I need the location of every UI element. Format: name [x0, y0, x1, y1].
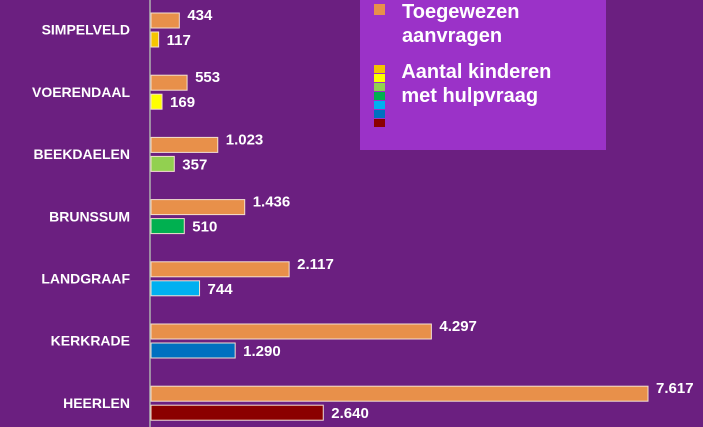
value-label: 2.117: [297, 256, 334, 273]
bar: [151, 13, 179, 28]
bar: [151, 262, 289, 277]
value-label: 510: [192, 219, 217, 236]
bar: [151, 343, 235, 358]
legend: Toegewezen aanvragen Aantal kinderen met …: [360, 0, 606, 150]
bar: [151, 281, 200, 296]
legend-swatch: [374, 119, 385, 127]
bar: [151, 386, 648, 401]
legend-label: Aantal kinderen met hulpvraag: [401, 60, 592, 108]
legend-entry: Aantal kinderen met hulpvraag: [374, 60, 592, 128]
bar: [151, 75, 187, 90]
value-label: 169: [170, 94, 195, 111]
category-label: HEERLEN: [63, 395, 130, 411]
category-label: LANDGRAAF: [41, 271, 130, 287]
value-label: 1.436: [253, 194, 291, 211]
legend-label: Toegewezen aanvragen: [402, 0, 552, 48]
bar: [151, 200, 245, 215]
bar: [151, 156, 174, 171]
bar: [151, 219, 184, 234]
value-label: 357: [182, 156, 207, 173]
legend-swatch: [374, 110, 385, 118]
value-label: 2.640: [331, 405, 369, 422]
legend-swatch: [374, 4, 385, 15]
category-label: BRUNSSUM: [49, 208, 130, 224]
category-label: VOERENDAAL: [32, 84, 130, 100]
value-label: 7.617: [656, 380, 694, 397]
legend-swatch: [374, 92, 385, 100]
bar: [151, 137, 218, 152]
legend-entry: Toegewezen aanvragen: [374, 0, 592, 48]
legend-swatch: [374, 101, 385, 109]
bar: [151, 32, 159, 47]
category-label: BEEKDAELEN: [34, 146, 130, 162]
category-label: SIMPELVELD: [42, 22, 130, 38]
value-label: 1.023: [226, 131, 264, 148]
legend-swatch: [374, 83, 385, 91]
legend-swatch: [374, 74, 385, 82]
value-label: 434: [187, 7, 213, 24]
value-label: 117: [167, 32, 191, 49]
chart: SIMPELVELD 434 117 VOERENDAAL 553169 BEEKDAEL…: [0, 0, 703, 427]
value-label: 553: [195, 69, 220, 86]
legend-swatches: [374, 60, 387, 128]
legend-swatches: [374, 0, 388, 16]
legend-swatch: [374, 65, 385, 73]
bar: [151, 405, 323, 420]
bar: [151, 324, 431, 339]
value-label: 744: [208, 281, 234, 298]
value-label: 4.297: [439, 318, 477, 335]
value-label: 1.290: [243, 343, 281, 360]
bar: [151, 94, 162, 109]
category-label: KERKRADE: [51, 333, 130, 349]
